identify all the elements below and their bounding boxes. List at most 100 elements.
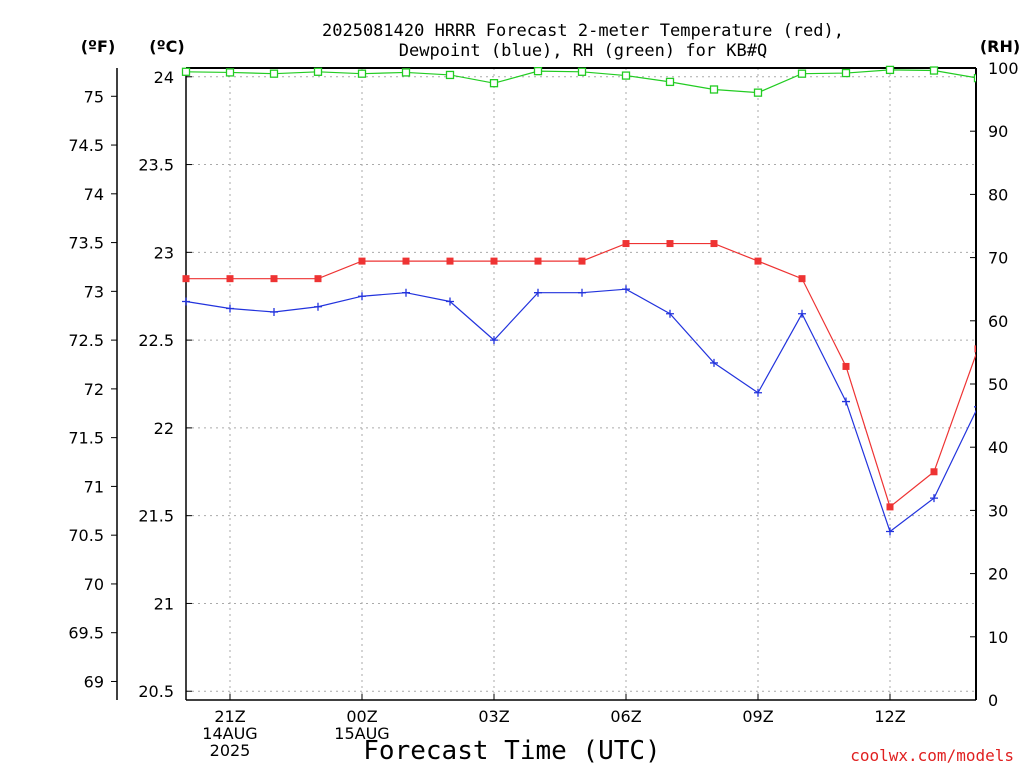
- y-tick-label-rh: 50: [988, 375, 1008, 394]
- data-point-dewpoint: [270, 308, 278, 317]
- y-tick-label-rh: 40: [988, 438, 1008, 457]
- data-point-dewpoint: [402, 288, 410, 297]
- data-point-rh: [797, 69, 807, 78]
- data-point-temperature: [666, 240, 674, 248]
- x-tick-label: 15AUG: [334, 724, 389, 743]
- chart-title-line1: 2025081420 HRRR Forecast 2-meter Tempera…: [322, 21, 844, 41]
- data-point-dewpoint: [842, 397, 850, 406]
- credit-text: coolwx.com/models: [850, 746, 1014, 765]
- data-point-dewpoint: [710, 358, 718, 367]
- series-dewpoint: [182, 285, 976, 536]
- y-tick-label-f: 69.5: [68, 624, 104, 643]
- y-tick-label-f: 75: [84, 87, 104, 106]
- y-tick-label-rh: 60: [988, 312, 1008, 331]
- y-tick-label-f: 69: [84, 672, 104, 691]
- chart-title-line2: Dewpoint (blue), RH (green) for KB#Q: [399, 41, 767, 61]
- data-point-temperature: [710, 240, 718, 248]
- data-point-temperature: [622, 240, 630, 248]
- data-point-dewpoint: [226, 304, 234, 313]
- y-tick-label-rh: 100: [988, 59, 1019, 78]
- series-group: [181, 65, 976, 536]
- data-point-dewpoint: [622, 285, 630, 294]
- y-tick-label-c: 24: [154, 68, 174, 87]
- x-tick-label: 06Z: [610, 707, 641, 726]
- data-point-dewpoint: [974, 406, 976, 408]
- data-point-rh: [533, 67, 543, 76]
- data-point-temperature: [930, 468, 938, 476]
- data-point-dewpoint: [490, 336, 498, 345]
- data-point-rh: [313, 67, 323, 76]
- data-point-rh: [709, 85, 719, 94]
- y-tick-label-c: 22: [154, 419, 174, 438]
- data-point-temperature: [402, 257, 410, 265]
- y-tick-label-f: 73: [84, 282, 104, 301]
- data-point-rh: [445, 70, 455, 80]
- axes: [111, 67, 977, 701]
- y-tick-label-rh: 20: [988, 565, 1008, 584]
- data-point-rh: [621, 71, 631, 80]
- data-point-dewpoint: [666, 309, 674, 318]
- data-point-temperature: [358, 257, 366, 265]
- data-point-rh: [973, 73, 976, 83]
- data-point-temperature: [886, 503, 894, 511]
- y-tick-label-c: 21: [154, 594, 174, 613]
- x-tick-label: 03Z: [478, 707, 509, 726]
- x-tick-label: 2025: [210, 741, 251, 760]
- x-tick-label: 12Z: [874, 707, 905, 726]
- data-point-dewpoint: [930, 494, 938, 503]
- y-tick-label-f: 73.5: [68, 234, 104, 253]
- unit-label-rh: (RH): [980, 37, 1020, 56]
- y-tick-label-rh: 70: [988, 249, 1008, 268]
- y-tick-label-f: 74.5: [68, 136, 104, 155]
- x-tick-label: 00Z: [346, 707, 377, 726]
- data-point-temperature: [798, 275, 806, 283]
- data-point-temperature: [578, 257, 586, 265]
- y-tick-label-rh: 90: [988, 122, 1008, 141]
- data-point-rh: [665, 77, 675, 87]
- data-point-dewpoint: [754, 388, 762, 397]
- data-point-temperature: [314, 275, 322, 283]
- data-point-temperature: [534, 257, 542, 265]
- data-point-dewpoint: [886, 527, 894, 536]
- data-point-dewpoint: [578, 288, 586, 297]
- y-tick-label-c: 21.5: [138, 507, 174, 526]
- data-point-temperature: [490, 257, 498, 265]
- data-point-dewpoint: [534, 288, 542, 297]
- data-point-temperature: [754, 257, 762, 265]
- data-point-dewpoint: [446, 297, 454, 306]
- data-point-temperature: [974, 345, 976, 353]
- data-point-rh: [225, 68, 235, 77]
- y-tick-label-c: 20.5: [138, 682, 174, 701]
- y-tick-label-f: 70.5: [68, 526, 104, 545]
- data-point-dewpoint: [358, 292, 366, 301]
- data-point-dewpoint: [314, 302, 322, 311]
- series-line-temperature: [186, 242, 976, 508]
- data-point-temperature: [270, 275, 278, 283]
- grid-lines: [186, 68, 976, 700]
- data-point-temperature: [226, 275, 234, 283]
- y-tick-label-rh: 0: [988, 691, 998, 710]
- x-tick-label: 14AUG: [202, 724, 257, 743]
- y-tick-label-f: 70: [84, 575, 104, 594]
- data-point-rh: [401, 68, 411, 77]
- data-point-temperature: [842, 362, 850, 370]
- data-point-rh: [269, 69, 279, 78]
- data-point-rh: [929, 66, 939, 75]
- y-tick-label-c: 22.5: [138, 331, 174, 350]
- tick-labels: 20.52121.52222.52323.52421Z14AUG202500Z1…: [68, 59, 1018, 760]
- data-point-rh: [885, 65, 895, 75]
- x-tick-label: 09Z: [742, 707, 773, 726]
- y-tick-label-rh: 80: [988, 185, 1008, 204]
- data-point-dewpoint: [798, 309, 806, 318]
- x-tick-label: 21Z: [214, 707, 245, 726]
- y-tick-label-f: 71: [84, 477, 104, 496]
- y-tick-label-f: 71.5: [68, 429, 104, 448]
- data-point-rh: [357, 69, 367, 78]
- y-tick-label-c: 23: [154, 243, 174, 262]
- data-point-temperature: [182, 275, 190, 283]
- y-tick-label-rh: 30: [988, 501, 1008, 520]
- unit-label-f: (ºF): [81, 37, 116, 56]
- y-tick-label-rh: 10: [988, 628, 1008, 647]
